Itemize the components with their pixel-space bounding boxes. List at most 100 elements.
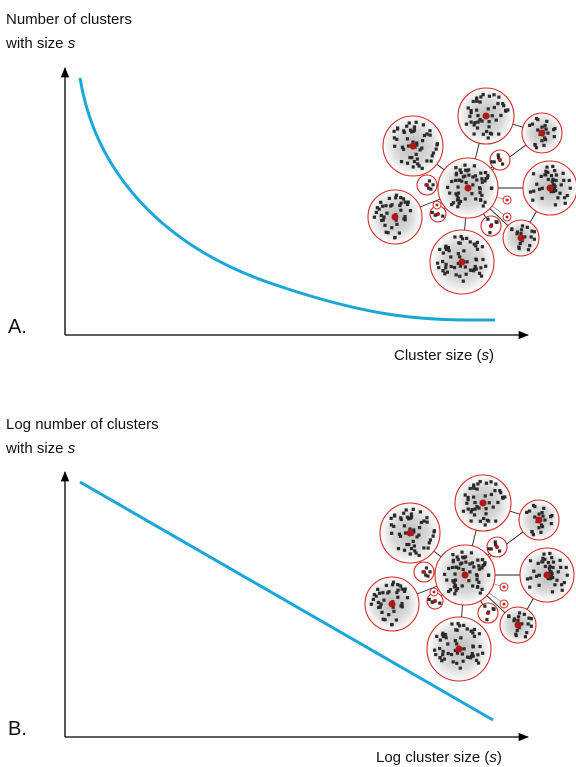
node (428, 570, 432, 574)
y-axis-label: Number of clusters (6, 11, 132, 28)
node (452, 265, 457, 270)
node (484, 176, 488, 181)
node (471, 99, 475, 104)
node (468, 114, 472, 118)
node (374, 594, 378, 598)
y-axis-label: Log number of clusters (6, 416, 159, 433)
node (462, 249, 466, 253)
node (456, 185, 460, 189)
node (478, 644, 482, 649)
node (463, 265, 468, 269)
node (476, 653, 480, 657)
node (392, 136, 397, 140)
node (568, 186, 572, 190)
node (447, 566, 451, 571)
node (410, 130, 414, 134)
node (442, 657, 447, 661)
cluster (457, 87, 515, 145)
cluster-center (538, 129, 546, 137)
node (450, 202, 454, 207)
node (494, 482, 498, 486)
node (405, 515, 410, 519)
node (455, 642, 459, 646)
node (475, 98, 479, 102)
node (531, 533, 536, 537)
node (545, 119, 549, 123)
node (463, 163, 467, 167)
node (475, 108, 479, 112)
node (492, 160, 496, 164)
network-illustration (367, 87, 576, 295)
node (398, 203, 402, 208)
node (426, 546, 430, 550)
node (452, 585, 457, 589)
node (476, 661, 481, 665)
node (397, 231, 401, 235)
node (471, 183, 475, 187)
node (462, 647, 466, 651)
node (458, 168, 462, 172)
cluster (426, 616, 492, 682)
cluster-center (482, 112, 490, 120)
node (541, 556, 545, 560)
node (389, 623, 394, 627)
node (536, 117, 540, 122)
node (488, 131, 493, 135)
node (384, 230, 388, 234)
node (544, 169, 548, 173)
node (543, 564, 547, 569)
node (454, 173, 458, 177)
node (432, 648, 437, 652)
node (551, 164, 555, 169)
node (486, 217, 490, 221)
node (415, 141, 419, 145)
node (466, 495, 470, 500)
cluster-center (486, 611, 490, 615)
node (444, 636, 448, 640)
node (554, 178, 558, 183)
node (455, 193, 459, 197)
node (486, 136, 490, 140)
node (463, 493, 467, 497)
node (481, 563, 485, 568)
node (377, 605, 381, 610)
node (526, 248, 531, 252)
cluster (477, 602, 499, 624)
node (483, 494, 487, 498)
node (438, 646, 442, 651)
node (544, 173, 548, 177)
node (484, 507, 488, 511)
node (385, 211, 389, 215)
node (539, 174, 543, 179)
node (560, 588, 564, 592)
node (398, 534, 403, 538)
node (546, 131, 550, 135)
cluster-center (422, 570, 426, 574)
node (424, 566, 429, 570)
node (466, 497, 470, 502)
node (494, 543, 498, 547)
node (441, 251, 445, 255)
x-axis-label-var: s (482, 347, 490, 364)
node (450, 622, 454, 626)
node (478, 479, 482, 484)
node (455, 661, 459, 665)
node (445, 578, 449, 582)
node (400, 601, 404, 606)
node (392, 129, 396, 133)
node (471, 654, 475, 658)
node (489, 480, 493, 484)
node (543, 557, 547, 561)
node (548, 569, 552, 574)
node (542, 552, 546, 556)
node (464, 180, 468, 185)
node (377, 591, 382, 595)
node (455, 628, 459, 632)
node (466, 507, 470, 511)
node (486, 573, 491, 578)
node (417, 526, 422, 530)
node (456, 252, 460, 256)
node (476, 120, 480, 124)
node (469, 110, 473, 115)
node (384, 204, 388, 208)
